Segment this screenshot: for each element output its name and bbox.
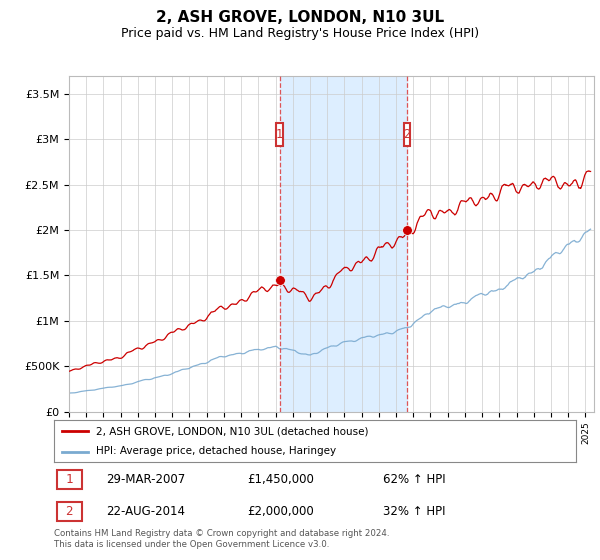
Text: 2: 2 [65, 505, 73, 519]
Text: Contains HM Land Registry data © Crown copyright and database right 2024.
This d: Contains HM Land Registry data © Crown c… [54, 529, 389, 549]
Bar [280, 76, 407, 412]
FancyBboxPatch shape [404, 123, 410, 146]
Text: 1: 1 [65, 473, 73, 486]
Text: 1: 1 [276, 128, 283, 141]
FancyBboxPatch shape [277, 123, 283, 146]
Text: 2, ASH GROVE, LONDON, N10 3UL: 2, ASH GROVE, LONDON, N10 3UL [156, 10, 444, 25]
Text: £2,000,000: £2,000,000 [247, 505, 314, 519]
Text: 29-MAR-2007: 29-MAR-2007 [106, 473, 185, 486]
Text: 62% ↑ HPI: 62% ↑ HPI [383, 473, 445, 486]
Text: HPI: Average price, detached house, Haringey: HPI: Average price, detached house, Hari… [96, 446, 336, 456]
Text: 32% ↑ HPI: 32% ↑ HPI [383, 505, 445, 519]
Text: 22-AUG-2014: 22-AUG-2014 [106, 505, 185, 519]
Text: 2: 2 [404, 128, 410, 141]
FancyBboxPatch shape [56, 502, 82, 521]
Text: Price paid vs. HM Land Registry's House Price Index (HPI): Price paid vs. HM Land Registry's House … [121, 27, 479, 40]
FancyBboxPatch shape [56, 470, 82, 489]
Text: £1,450,000: £1,450,000 [247, 473, 314, 486]
Text: 2, ASH GROVE, LONDON, N10 3UL (detached house): 2, ASH GROVE, LONDON, N10 3UL (detached … [96, 426, 368, 436]
